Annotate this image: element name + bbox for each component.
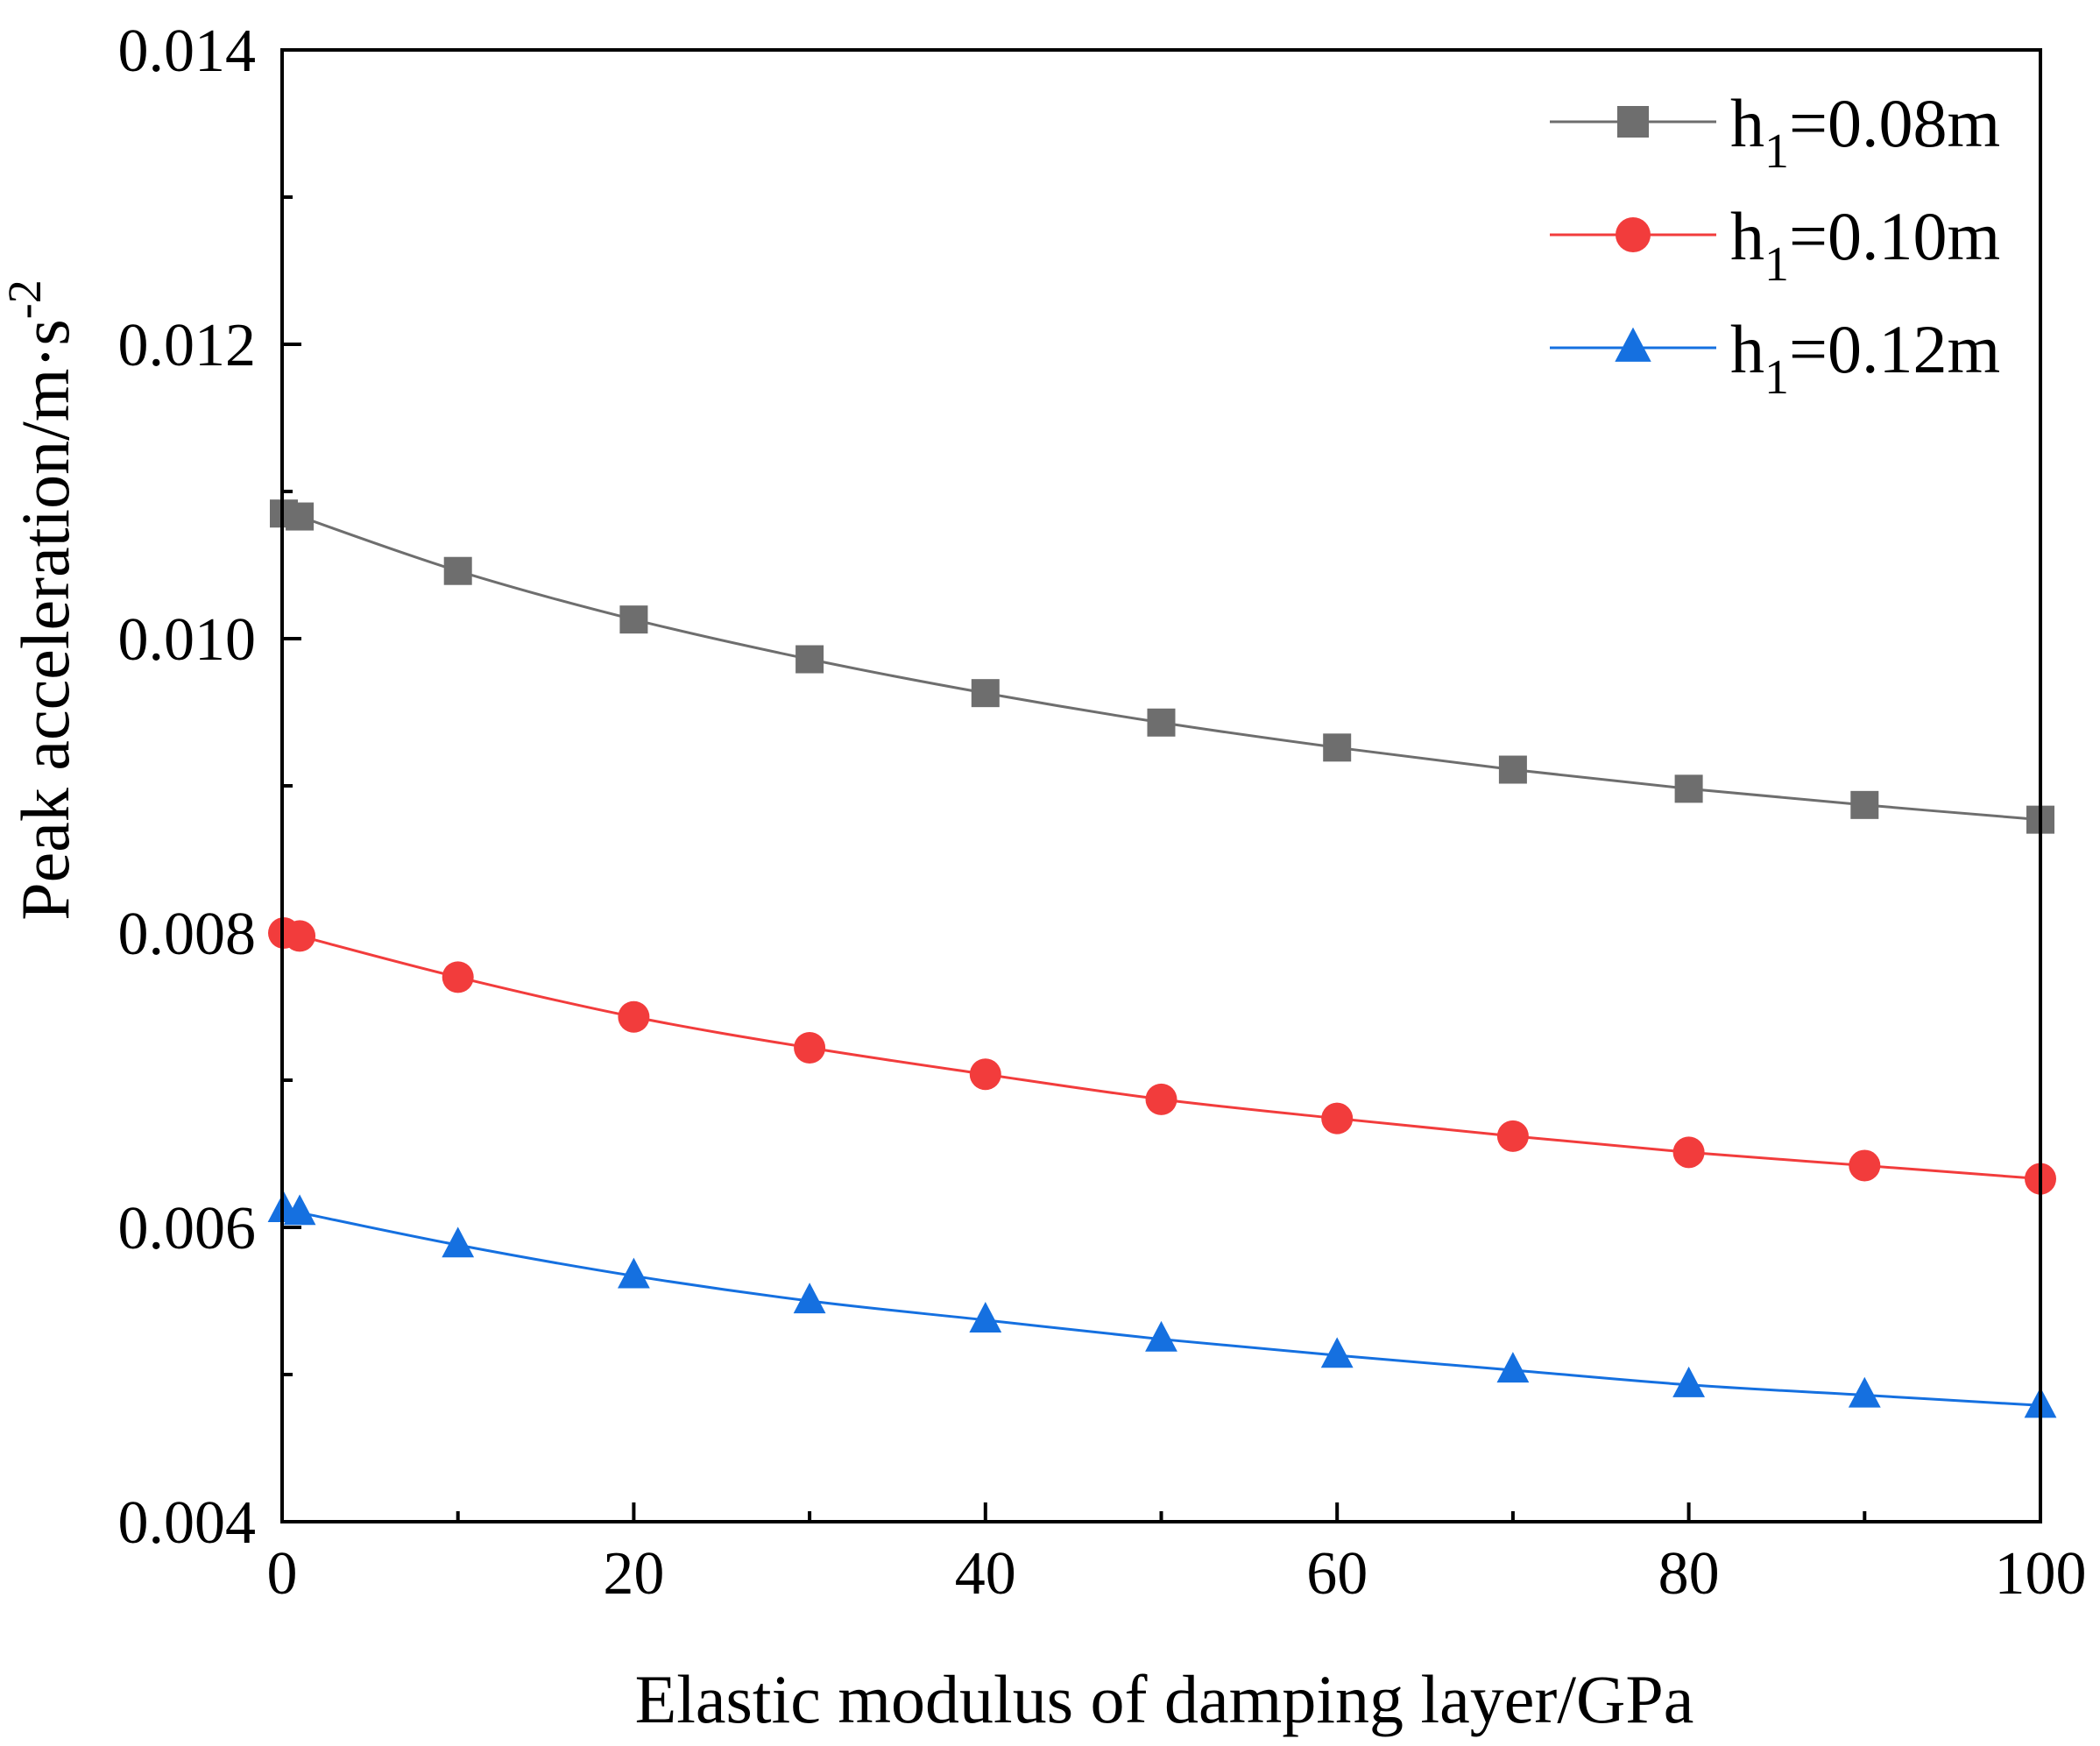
data-point (443, 556, 472, 585)
series-line (299, 1211, 2041, 1407)
legend-marker-square (1617, 106, 1649, 138)
legend-label-rest: =0.12m (1789, 311, 2000, 387)
data-point (618, 1000, 650, 1033)
data-point (284, 920, 316, 952)
data-point (1848, 1376, 1881, 1408)
legend-marker-triangle (1615, 327, 1651, 362)
data-point (1145, 1083, 1177, 1115)
data-point (795, 645, 824, 674)
y-tick-label: 0.014 (118, 18, 257, 85)
data-point (1850, 790, 1879, 819)
series-square (270, 499, 2054, 834)
data-point (1320, 1337, 1354, 1368)
data-point (1496, 1352, 1530, 1383)
y-tick-label: 0.006 (118, 1195, 257, 1262)
y-axis-title-main: Peak acceleration/m·s (7, 319, 83, 921)
y-tick-label: 0.010 (118, 606, 257, 674)
data-point (969, 1302, 1002, 1332)
data-point (1496, 1120, 1529, 1152)
series-layer (267, 499, 2057, 1418)
legend-label-sub: 1 (1764, 124, 1789, 179)
x-tick-label: 20 (603, 1540, 664, 1608)
plot-frame (280, 48, 2042, 1523)
axes-layer: 0 20 40 60 80 100 0.004 0.006 0.008 0.010 0.012 0.0… (118, 18, 2087, 1608)
y-tick-label: 0.008 (118, 901, 257, 968)
x-tick-label: 60 (1306, 1540, 1368, 1608)
y-tick-label: 0.004 (118, 1489, 257, 1557)
x-tick-label: 40 (955, 1540, 1016, 1608)
legend-label: h1=0.12m (1730, 311, 2000, 405)
legend-marker-circle (1616, 217, 1651, 252)
data-point (1145, 1320, 1177, 1352)
x-tick-label: 80 (1658, 1540, 1720, 1608)
data-point (283, 1194, 316, 1226)
data-point (442, 1226, 475, 1258)
data-point (286, 502, 315, 531)
legend-label-base: h (1730, 198, 1764, 274)
y-tick-label: 0.012 (118, 312, 257, 379)
x-tick-label: 0 (267, 1540, 298, 1608)
data-point (619, 605, 648, 634)
legend-item: h1=0.12m (1550, 311, 2000, 405)
legend-label-rest: =0.08m (1789, 85, 2000, 161)
legend-label: h1=0.10m (1730, 198, 2000, 292)
data-point (971, 679, 1000, 708)
x-tick-label: 100 (1995, 1540, 2087, 1608)
data-point (1672, 1366, 1705, 1397)
data-point (1498, 755, 1527, 784)
series-line (299, 515, 2041, 822)
legend-label-base: h (1730, 85, 1764, 161)
legend-label: h1=0.08m (1730, 85, 2000, 179)
x-axis-title: Elastic modulus of damping layer/GPa (635, 1661, 1694, 1737)
legend-label-sub: 1 (1764, 350, 1789, 405)
data-point (969, 1058, 1001, 1091)
legend-label-base: h (1730, 311, 1764, 387)
y-axis-title: Peak acceleration/m·s-2 (0, 279, 83, 920)
legend-label-sub: 1 (1764, 237, 1789, 292)
legend-item: h1=0.08m (1550, 85, 2000, 179)
data-point (1849, 1149, 1881, 1182)
data-point (1321, 1102, 1354, 1135)
data-point (1672, 1136, 1705, 1169)
data-point (1674, 774, 1703, 803)
svg-text:Peak acceleration/m·s-2: Peak acceleration/m·s-2 (0, 279, 83, 920)
data-point (442, 961, 474, 993)
legend-item: h1=0.10m (1550, 198, 2000, 292)
data-point (618, 1257, 650, 1289)
series-circle (268, 917, 2056, 1195)
series-triangle (267, 1191, 2057, 1418)
legend-label-rest: =0.10m (1789, 198, 2000, 274)
data-point (793, 1283, 826, 1314)
data-point (1147, 708, 1176, 737)
data-point (794, 1032, 826, 1064)
data-point (1323, 733, 1352, 762)
series-line (299, 934, 2041, 1181)
y-axis-title-sup: -2 (0, 279, 51, 319)
